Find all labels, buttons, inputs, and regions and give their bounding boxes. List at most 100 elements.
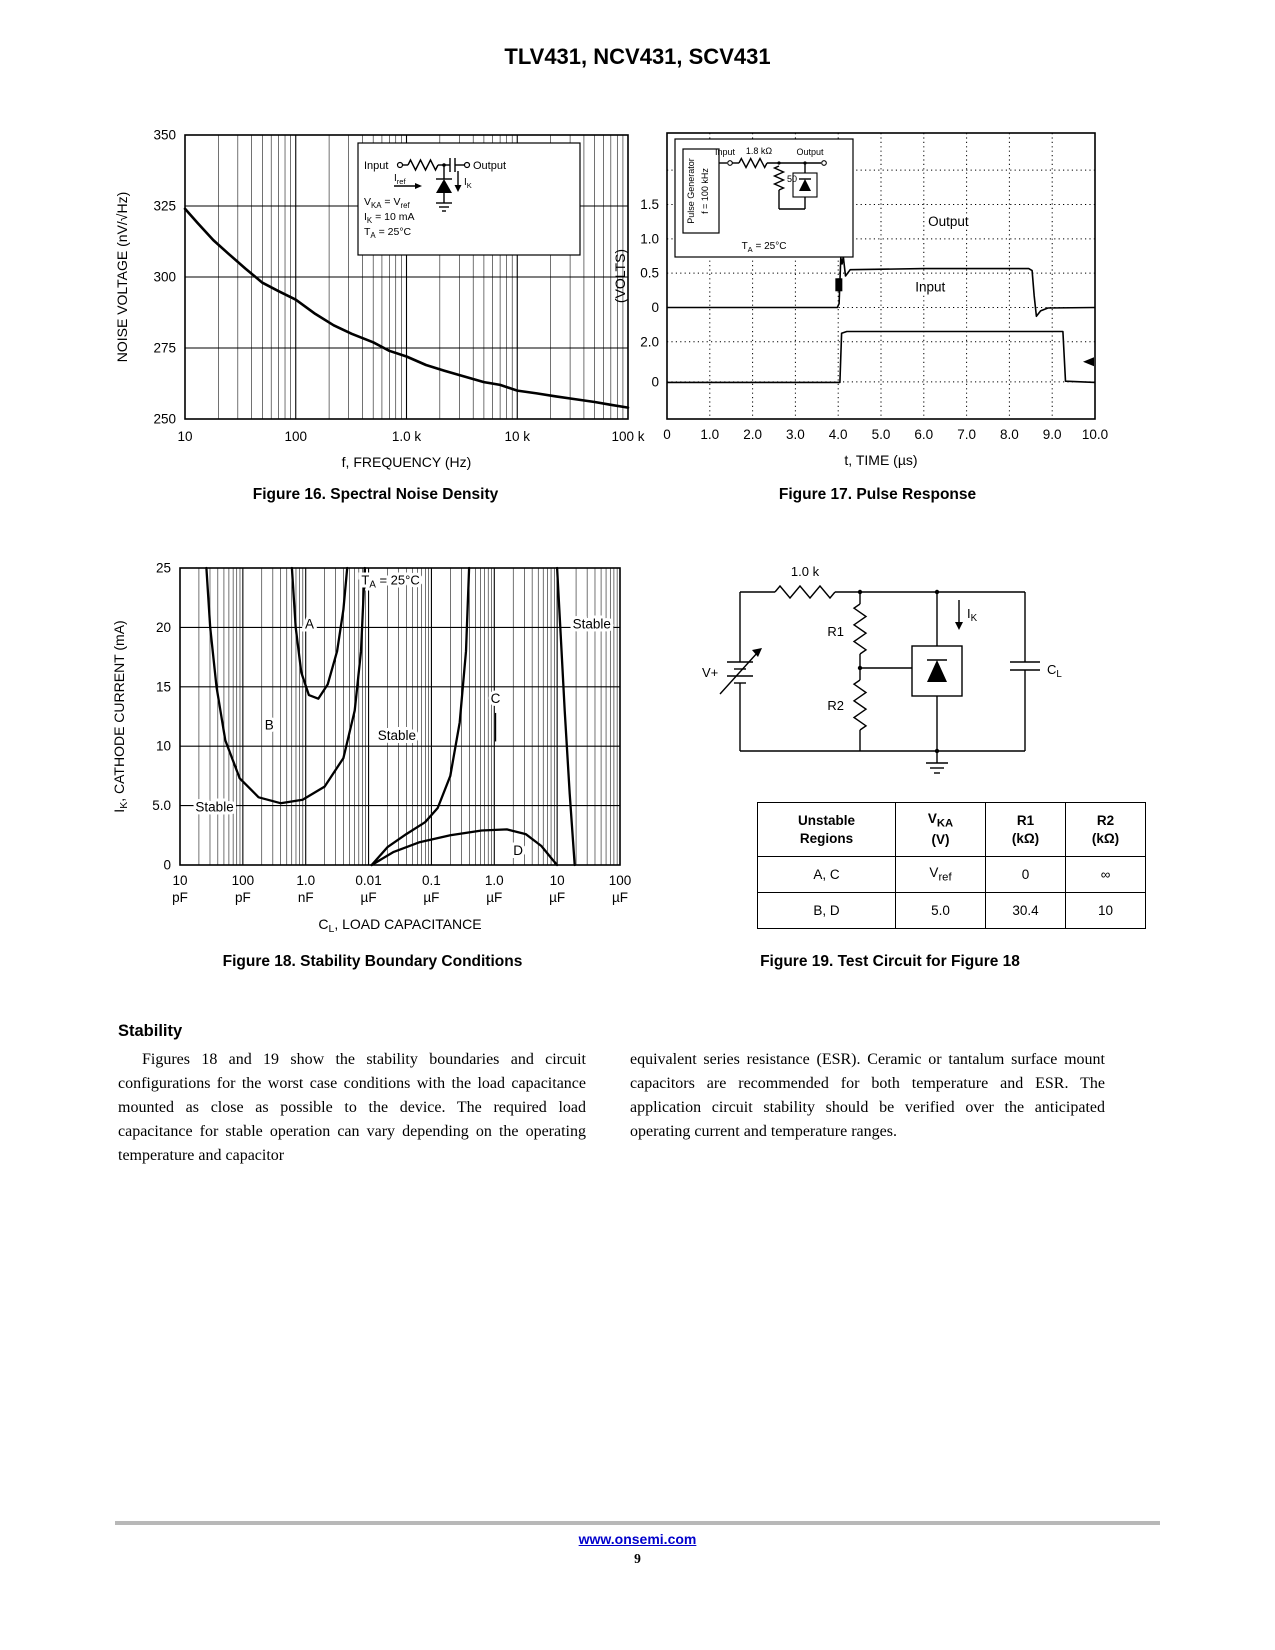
svg-text:f, FREQUENCY (Hz): f, FREQUENCY (Hz) [342,454,472,470]
pulse-chart-svg: 0 1.0 2.0 3.0 4.0 5.0 6.0 7.0 8.0 9.0 10.0 1.5 1.0 0.… [612,132,1108,468]
svg-text:Iref: Iref [394,173,406,186]
table-header-row: Unstable Regions VKA (V) R1 (kΩ) R2 (kΩ) [757,802,1146,857]
svg-text:R2: R2 [827,698,844,713]
svg-text:IK, CATHODE CURRENT (mA): IK, CATHODE CURRENT (mA) [111,620,130,812]
svg-text:5.0: 5.0 [872,427,891,442]
svg-text:pF: pF [172,890,188,905]
footer-link-wrap: www.onsemi.com [0,1531,1275,1547]
svg-text:2.0: 2.0 [743,427,762,442]
svg-text:CL, LOAD CAPACITANCE: CL, LOAD CAPACITANCE [318,916,481,935]
svg-text:IK: IK [967,606,978,624]
svg-text:TA = 25°C: TA = 25°C [361,573,419,591]
section-heading-stability: Stability [118,1022,183,1040]
svg-text:8.0: 8.0 [1000,427,1019,442]
svg-text:20: 20 [156,620,171,635]
svg-text:3.0: 3.0 [786,427,805,442]
table-header-cell: VKA (V) [895,802,986,857]
svg-text:6.0: 6.0 [914,427,933,442]
table-cell: 0 [985,856,1066,893]
svg-text:325: 325 [153,199,176,214]
svg-text:2.0: 2.0 [640,334,659,349]
svg-text:4.0: 4.0 [829,427,848,442]
table-cell: Vref [895,856,986,893]
svg-text:50: 50 [787,174,797,184]
table-header-cell: Unstable Regions [757,802,896,857]
svg-text:R1: R1 [827,624,844,639]
table-header-cell: R1 (kΩ) [985,802,1066,857]
svg-text:Stable: Stable [195,799,233,814]
figure18-caption: Figure 18. Stability Boundary Conditions [222,953,523,970]
figure17-caption: Figure 17. Pulse Response [778,486,977,503]
svg-text:NOISE VOLTAGE (nV/√Hz): NOISE VOLTAGE (nV/√Hz) [114,192,130,363]
svg-text:350: 350 [153,128,176,143]
table-header-cell: R2 (kΩ) [1065,802,1146,857]
svg-text:V+: V+ [702,665,718,680]
onsemi-link[interactable]: www.onsemi.com [578,1531,697,1547]
table-cell: 30.4 [985,892,1066,929]
figure16-spectral-noise-chart: 250 275 300 325 350 10 100 1.0 k 10 k 100 k f, FRE… [103,117,648,484]
svg-text:TA = 25°C: TA = 25°C [364,226,412,240]
svg-text:nF: nF [298,890,314,905]
svg-text:15: 15 [156,679,171,694]
svg-text:0.01: 0.01 [355,873,381,888]
svg-text:0: 0 [163,858,171,873]
svg-text:300: 300 [153,270,176,285]
svg-text:1.0: 1.0 [700,427,719,442]
svg-text:Input: Input [364,160,388,172]
svg-text:pF: pF [235,890,251,905]
svg-text:C: C [491,691,501,706]
svg-text:IK = 10 mA: IK = 10 mA [364,211,415,225]
table-cell: ∞ [1065,856,1146,893]
svg-text:t, TIME (µs): t, TIME (µs) [844,452,917,468]
svg-text:µF: µF [361,890,377,905]
svg-text:TA = 25°C: TA = 25°C [742,241,787,254]
svg-text:1.0 k: 1.0 k [392,429,422,444]
figure19-caption: Figure 19. Test Circuit for Figure 18 [760,953,1020,970]
figure19-test-circuit: 1.0 k V+ R1 R2 IK CL [690,556,1190,806]
page-title: TLV431, NCV431, SCV431 [504,44,771,69]
table-cell: B, D [757,892,896,929]
svg-text:100: 100 [284,429,307,444]
svg-text:10: 10 [550,873,565,888]
svg-text:Output: Output [796,147,824,157]
svg-text:7.0: 7.0 [957,427,976,442]
svg-text:9.0: 9.0 [1043,427,1062,442]
svg-text:µF: µF [423,890,439,905]
svg-text:1.8 kΩ: 1.8 kΩ [746,146,773,156]
svg-text:B: B [265,717,274,732]
svg-text:Stable: Stable [378,728,416,743]
stability-chart-svg: 0 5.0 10 15 20 25 10 pF 100 pF 1.0 nF 0.01 µF 0.1 µF 1.0… [111,561,632,936]
svg-text:0.5: 0.5 [640,266,659,281]
svg-text:0: 0 [651,374,659,389]
figure16-caption: Figure 16. Spectral Noise Density [252,486,499,503]
svg-text:0.1: 0.1 [422,873,441,888]
table-cell: 5.0 [895,892,986,929]
svg-text:f = 100 kHz: f = 100 kHz [700,168,710,214]
table-cell: 10 [1065,892,1146,929]
svg-text:25: 25 [156,561,171,576]
svg-text:Stable: Stable [573,616,611,631]
body-text-column1: Figures 18 and 19 show the stability bou… [118,1051,586,1164]
svg-text:100: 100 [232,873,255,888]
svg-text:250: 250 [153,412,176,427]
svg-text:Input: Input [915,280,945,295]
svg-text:VKA = Vref: VKA = Vref [364,196,410,210]
svg-text:D: D [513,843,523,858]
svg-text:10.0: 10.0 [1082,427,1108,442]
figure17-pulse-response-chart: 0 1.0 2.0 3.0 4.0 5.0 6.0 7.0 8.0 9.0 10.0 1.5 1.0 0.… [605,117,1150,484]
svg-text:µF: µF [486,890,502,905]
svg-text:Pulse Generator: Pulse Generator [686,158,696,224]
svg-text:0: 0 [651,300,659,315]
svg-text:0: 0 [663,427,671,442]
svg-text:Output: Output [928,214,969,229]
test-circuit-svg: 1.0 k V+ R1 R2 IK CL [702,564,1062,774]
svg-text:100 k: 100 k [611,429,644,444]
svg-text:CL: CL [1047,662,1062,680]
footer-divider [115,1521,1160,1525]
svg-text:275: 275 [153,341,176,356]
svg-text:100: 100 [609,873,632,888]
table-row: A, C Vref 0 ∞ [757,856,1146,893]
svg-text:1.5: 1.5 [640,197,659,212]
table-cell: A, C [757,856,896,893]
page-number: 9 [634,1551,641,1566]
